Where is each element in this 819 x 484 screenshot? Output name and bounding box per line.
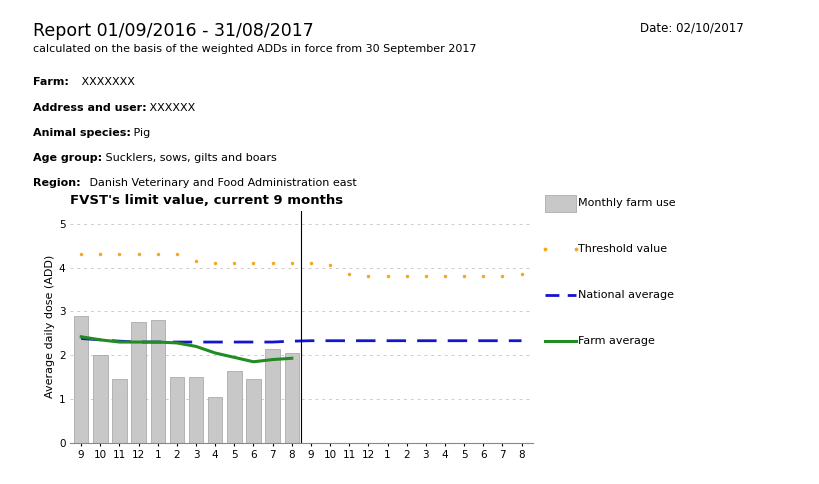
Text: Threshold value: Threshold value: [577, 244, 667, 254]
Text: Danish Veterinary and Food Administration east: Danish Veterinary and Food Administratio…: [86, 178, 356, 188]
Text: Monthly farm use: Monthly farm use: [577, 198, 675, 208]
Text: Address and user:: Address and user:: [33, 103, 147, 113]
Bar: [170, 377, 183, 443]
Text: Date: 02/10/2017: Date: 02/10/2017: [639, 22, 743, 35]
Bar: [131, 322, 146, 443]
Text: Region:: Region:: [33, 178, 80, 188]
Text: Farm average: Farm average: [577, 336, 654, 346]
Text: Sucklers, sows, gilts and boars: Sucklers, sows, gilts and boars: [102, 153, 277, 163]
Text: Farm:: Farm:: [33, 77, 69, 88]
Text: FVST's limit value, current 9 months: FVST's limit value, current 9 months: [70, 194, 342, 207]
Bar: [151, 320, 165, 443]
Text: Report 01/09/2016 - 31/08/2017: Report 01/09/2016 - 31/08/2017: [33, 22, 313, 40]
Bar: [93, 355, 107, 443]
Bar: [265, 348, 279, 443]
Bar: [227, 371, 242, 443]
Bar: [208, 397, 222, 443]
Y-axis label: Average daily dose (ADD): Average daily dose (ADD): [45, 255, 55, 398]
Bar: [112, 379, 126, 443]
Bar: [74, 316, 88, 443]
Text: National average: National average: [577, 290, 673, 300]
Text: XXXXXXX: XXXXXXX: [78, 77, 134, 88]
Text: calculated on the basis of the weighted ADDs in force from 30 September 2017: calculated on the basis of the weighted …: [33, 44, 476, 54]
Text: Age group:: Age group:: [33, 153, 102, 163]
Text: Pig: Pig: [129, 128, 150, 138]
Bar: [284, 353, 299, 443]
Text: XXXXXX: XXXXXX: [146, 103, 195, 113]
Bar: [188, 377, 203, 443]
Text: Animal species:: Animal species:: [33, 128, 130, 138]
Bar: [246, 379, 260, 443]
